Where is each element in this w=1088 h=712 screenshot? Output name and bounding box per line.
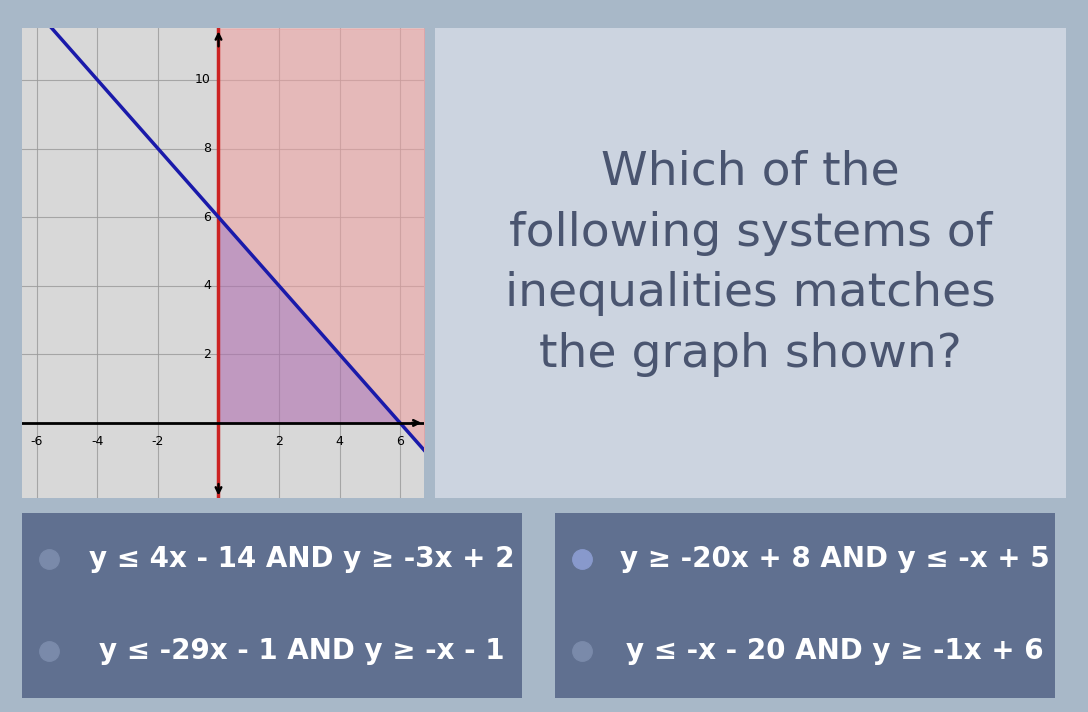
Text: 2: 2	[203, 348, 211, 361]
Text: -6: -6	[30, 435, 44, 448]
Text: 4: 4	[335, 435, 344, 448]
FancyBboxPatch shape	[540, 602, 1071, 701]
Text: 6: 6	[396, 435, 404, 448]
FancyBboxPatch shape	[7, 602, 537, 701]
Text: Which of the
following systems of
inequalities matches
the graph shown?: Which of the following systems of inequa…	[505, 150, 997, 377]
Text: y ≤ 4x - 14 AND y ≥ -3x + 2: y ≤ 4x - 14 AND y ≥ -3x + 2	[89, 545, 515, 573]
Text: 6: 6	[203, 211, 211, 224]
FancyBboxPatch shape	[422, 19, 1079, 508]
Text: -4: -4	[91, 435, 103, 448]
Text: y ≤ -x - 20 AND y ≥ -1x + 6: y ≤ -x - 20 AND y ≥ -1x + 6	[627, 637, 1044, 666]
Text: -2: -2	[152, 435, 164, 448]
Text: 10: 10	[195, 73, 211, 86]
Text: y ≤ -29x - 1 AND y ≥ -x - 1: y ≤ -29x - 1 AND y ≥ -x - 1	[99, 637, 505, 666]
Text: 4: 4	[203, 279, 211, 292]
Text: 2: 2	[275, 435, 283, 448]
FancyBboxPatch shape	[7, 510, 537, 608]
Text: 8: 8	[203, 142, 211, 155]
Text: y ≥ -20x + 8 AND y ≤ -x + 5: y ≥ -20x + 8 AND y ≤ -x + 5	[620, 545, 1050, 573]
FancyBboxPatch shape	[540, 510, 1071, 608]
